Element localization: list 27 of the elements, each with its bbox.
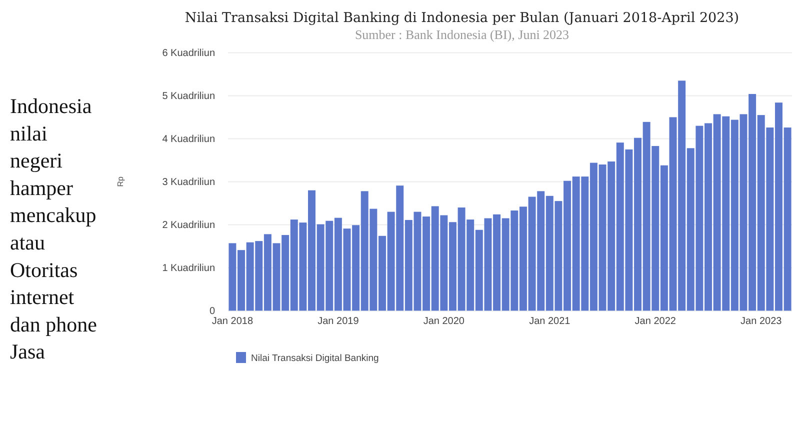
y-tick-label: 6 Kuadriliun [162, 48, 215, 59]
x-tick-label: Jan 2023 [740, 316, 782, 327]
text: Indonesia [10, 94, 92, 118]
y-axis-title: Rp [116, 176, 125, 187]
text: Jasa [10, 340, 46, 364]
legend-label: Nilai Transaksi Digital Banking [251, 353, 379, 364]
chart-subtitle: Sumber : Bank Indonesia (BI), Juni 2023 [354, 27, 570, 42]
text: mencakup [10, 203, 96, 228]
y-tick-label: 2 Kuadriliun [162, 220, 215, 231]
text: nilai [10, 121, 48, 146]
y-tick-label: 1 Kuadriliun [162, 262, 215, 274]
chart-title: Nilai Transaksi Digital Banking di Indonesia per Bulan (Januari 2018-April 2023) [184, 10, 740, 26]
y-tick-label: 5 Kuadriliun [162, 90, 215, 102]
text: negeri [10, 148, 63, 173]
y-tick-label: 0 [209, 306, 216, 317]
x-tick-label: Jan 2021 [529, 316, 571, 327]
text: internet [10, 285, 74, 310]
text: Otoritas [10, 258, 78, 282]
x-tick-label: Jan 2018 [212, 316, 254, 327]
x-tick-label: Jan 2020 [423, 316, 465, 327]
y-tick-label: 3 Kuadriliun [162, 176, 215, 188]
x-tick-label: Jan 2019 [318, 316, 360, 327]
text: dan phone [10, 312, 97, 336]
x-tick-label: Jan 2022 [634, 316, 676, 327]
text: hamper [10, 176, 73, 200]
text: atau [10, 230, 46, 254]
y-tick-label: 4 Kuadriliun [162, 134, 215, 145]
